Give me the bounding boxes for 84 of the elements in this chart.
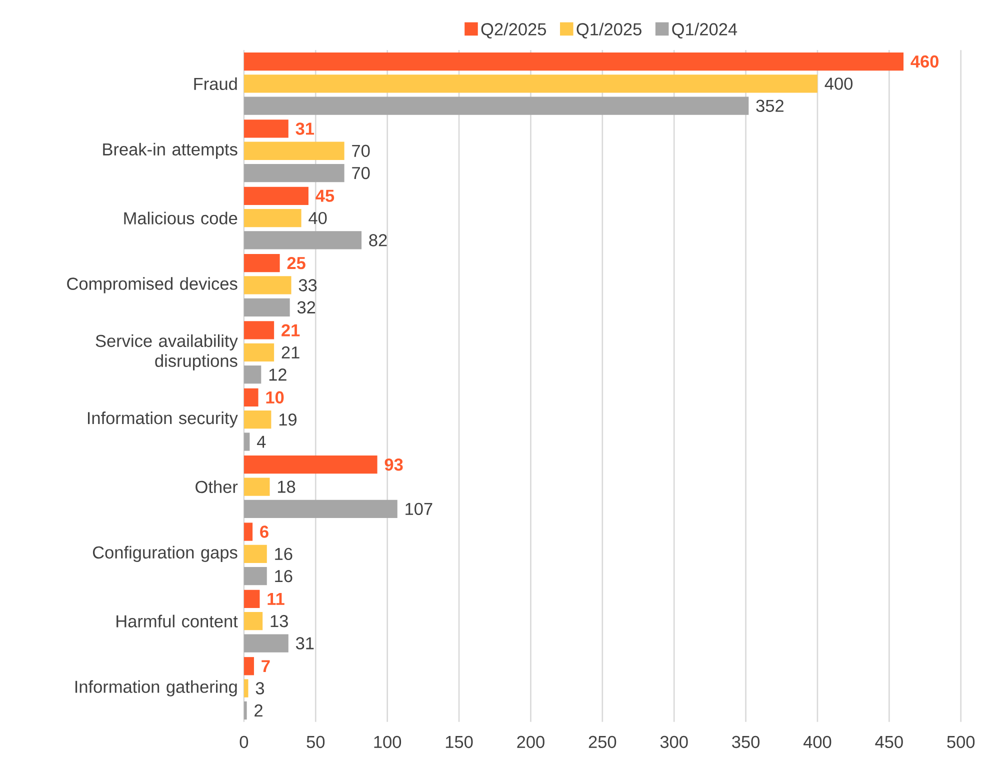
bar — [244, 74, 818, 93]
data-label: 107 — [406, 502, 432, 516]
data-label: 31 — [296, 637, 314, 650]
data-label: 2 — [254, 704, 262, 717]
bar — [244, 567, 267, 586]
data-label: 7 — [262, 660, 270, 672]
data-label: 12 — [269, 368, 286, 381]
data-label: 400 — [824, 78, 853, 90]
data-label: 82 — [369, 234, 387, 246]
bar — [244, 231, 362, 250]
bar — [244, 500, 398, 518]
x-tick-label: 200 — [517, 736, 544, 748]
y-tick-label: Fraud — [194, 77, 237, 90]
data-label: 6 — [260, 526, 268, 538]
y-tick-label: Other — [196, 480, 238, 494]
bar — [244, 456, 378, 474]
data-label: 32 — [297, 301, 316, 314]
data-label: 10 — [266, 391, 284, 404]
legend-label: Q2/2025 — [481, 22, 546, 39]
bar — [244, 120, 288, 138]
bar — [244, 388, 258, 407]
y-tick-label: Break-in attempts — [103, 142, 238, 160]
y-tick-label: Compromised devices — [67, 277, 238, 294]
data-label: 93 — [384, 458, 403, 471]
bar — [244, 321, 274, 340]
bar — [244, 634, 288, 652]
x-tick-label: 0 — [240, 736, 248, 748]
data-label: 4 — [256, 436, 266, 448]
bar — [244, 298, 290, 317]
x-tick-label: 400 — [803, 736, 832, 748]
legend-label: Q1/2025 — [576, 22, 642, 39]
data-label: 3 — [256, 682, 264, 695]
data-label: 460 — [910, 56, 938, 68]
x-tick-label: 350 — [732, 736, 760, 748]
bar — [244, 410, 272, 429]
x-tick-label: 150 — [446, 736, 473, 748]
y-tick-label: Information security — [88, 412, 238, 428]
data-label: 21 — [282, 324, 300, 336]
x-tick-label: 450 — [875, 736, 903, 748]
data-label: 16 — [275, 570, 292, 582]
x-tick-label: 500 — [947, 736, 975, 748]
data-label: 33 — [298, 279, 317, 292]
x-tick-label: 100 — [374, 736, 402, 748]
x-tick-label: 300 — [660, 736, 688, 748]
data-label: 352 — [756, 100, 784, 112]
x-tick-label: 250 — [588, 736, 616, 748]
data-label: 19 — [279, 414, 296, 426]
bar — [244, 142, 344, 160]
bar — [244, 432, 250, 451]
bar — [244, 52, 904, 71]
data-label: 70 — [352, 167, 370, 180]
data-label: 11 — [268, 593, 284, 606]
data-label: 25 — [287, 257, 306, 270]
data-label: 70 — [352, 144, 370, 158]
y-tick-label: Harmful content — [116, 614, 238, 628]
bar — [244, 164, 344, 182]
data-label: 21 — [282, 346, 300, 359]
bar — [244, 612, 263, 630]
bar — [244, 276, 292, 294]
bar — [244, 545, 267, 564]
data-label: 40 — [308, 212, 327, 224]
bar — [244, 657, 254, 676]
bar — [244, 679, 248, 698]
bar — [244, 590, 260, 608]
bar — [244, 96, 749, 116]
y-tick-label: Malicious code — [124, 212, 238, 225]
data-label: 16 — [275, 548, 292, 560]
data-label: 18 — [278, 480, 296, 494]
y-tick-label: Service availability disruptions — [96, 334, 238, 371]
data-label: 13 — [270, 615, 288, 628]
bar — [244, 254, 280, 272]
x-tick-label: 50 — [306, 736, 325, 748]
y-tick-label: Configuration gaps — [92, 546, 238, 562]
bar — [244, 186, 308, 206]
bar — [244, 478, 270, 496]
legend-label: Q1/2024 — [672, 22, 738, 39]
bar — [244, 522, 253, 541]
bar — [244, 343, 274, 362]
bar — [244, 366, 262, 384]
bar — [244, 702, 247, 720]
data-label: 31 — [296, 122, 314, 135]
data-label: 45 — [316, 190, 334, 202]
bar — [244, 209, 302, 228]
y-tick-label: Information gathering — [75, 680, 237, 696]
